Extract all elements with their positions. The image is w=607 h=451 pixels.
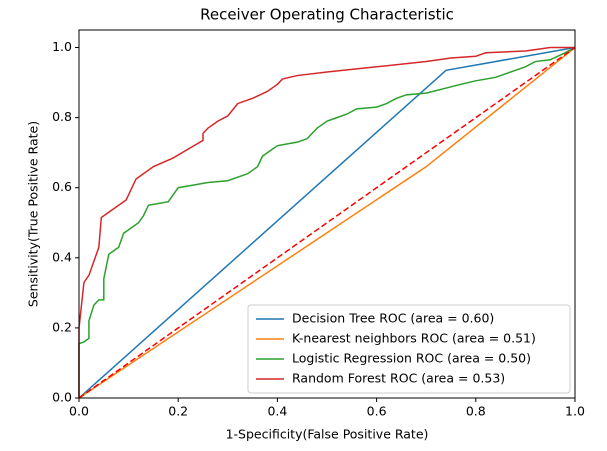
y-tick-label: 0.4 [52,249,72,264]
reference-line [78,46,576,399]
plot-frame [78,29,576,399]
chart-title: Receiver Operating Characteristic [200,6,454,24]
legend-label: Logistic Regression ROC (area = 0.50) [292,351,531,366]
roc-line [78,46,576,398]
legend-label: Decision Tree ROC (area = 0.60) [292,311,494,326]
roc-line [78,46,576,399]
x-tick-label: 0.6 [367,404,387,419]
y-tick-label: 0.0 [52,390,72,405]
y-tick-label: 0.6 [52,179,72,194]
legend-box [247,304,571,394]
x-tick-label: 0.0 [69,404,89,419]
x-axis-label: 1-Specificity(False Positive Rate) [226,427,429,442]
y-tick-label: 0.8 [52,109,72,124]
y-tick-label: 1.0 [52,39,72,54]
roc-line [78,46,576,399]
y-tick-label: 0.2 [52,319,72,334]
x-tick-label: 0.8 [466,404,486,419]
legend-label: K-nearest neighbors ROC (area = 0.51) [292,331,536,346]
x-tick-label: 1.0 [565,404,585,419]
x-tick-label: 0.2 [168,404,188,419]
y-axis-label: Sensitivity(True Positive Rate) [26,121,41,307]
x-tick-label: 0.4 [267,404,287,419]
legend-label: Random Forest ROC (area = 0.53) [292,371,505,386]
roc-line [78,46,575,398]
